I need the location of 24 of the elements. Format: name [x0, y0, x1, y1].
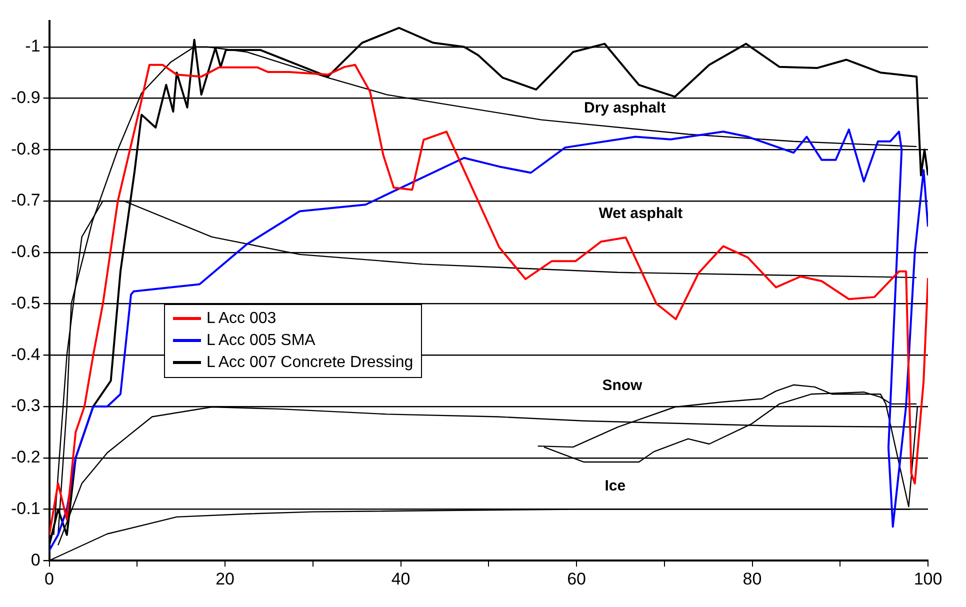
- x-tick-label: 80: [742, 569, 762, 588]
- y-tick-label: -0.4: [10, 344, 40, 364]
- legend-label: L Acc 005 SMA: [206, 332, 316, 350]
- x-tick-label: 40: [391, 569, 410, 588]
- legend-label: L Acc 003: [206, 310, 276, 328]
- legend-label: L Acc 007 Concrete Dressing: [206, 354, 414, 372]
- y-tick-label: -0.6: [10, 242, 40, 262]
- annotation: Snow: [602, 377, 643, 394]
- x-tick-label: 60: [567, 569, 586, 588]
- y-tick-label: -0.7: [10, 190, 40, 210]
- x-tick-label: 0: [44, 569, 54, 588]
- y-tick-label: -1: [25, 36, 40, 56]
- annotation: Ice: [604, 477, 626, 494]
- annotation: Dry asphalt: [584, 100, 666, 117]
- x-tick-label: 20: [216, 569, 234, 588]
- y-tick-label: -0.9: [10, 88, 40, 107]
- y-tick-label: -0.5: [10, 293, 40, 312]
- y-tick-label: 0: [30, 550, 40, 570]
- y-tick-label: -0.3: [10, 396, 40, 416]
- y-tick-label: -0.8: [10, 139, 40, 158]
- annotation: Wet asphalt: [598, 204, 683, 222]
- y-tick-label: -0.2: [10, 448, 40, 467]
- y-tick-label: -0.1: [10, 498, 40, 518]
- x-tick-label: 100: [914, 569, 942, 588]
